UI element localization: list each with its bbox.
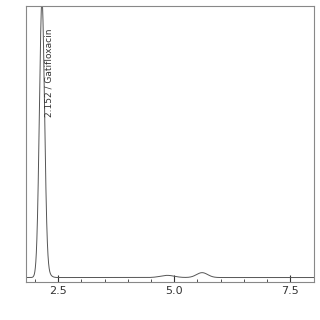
Text: 2.152 / Gatifloxacin: 2.152 / Gatifloxacin xyxy=(44,28,53,116)
